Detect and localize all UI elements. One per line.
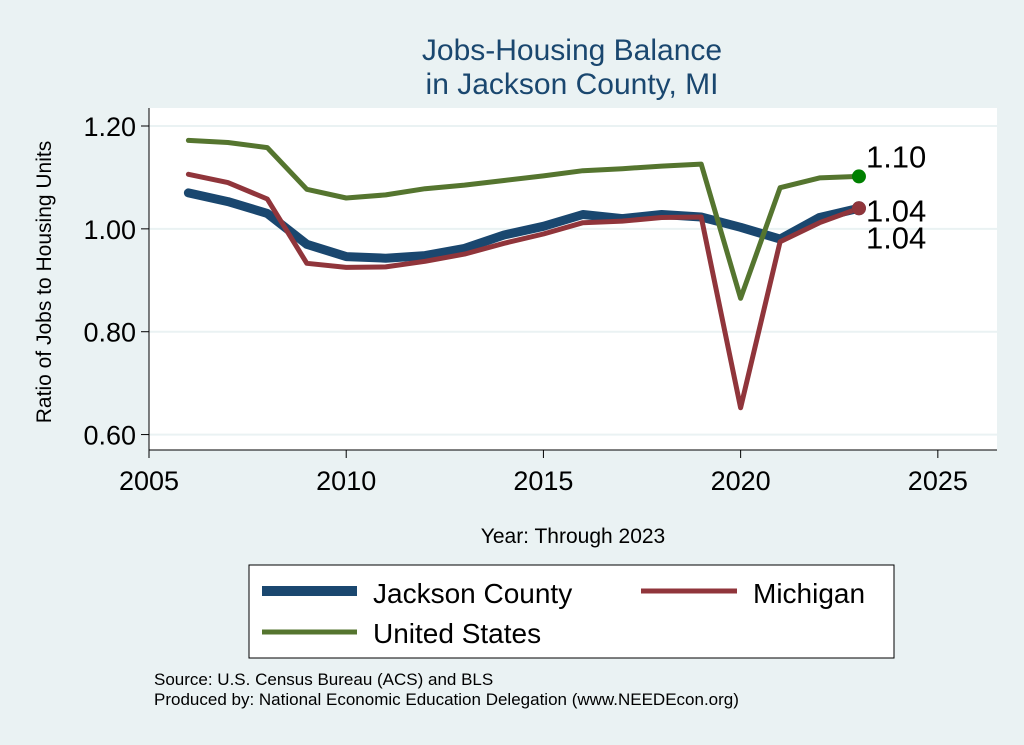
y-tick-label: 1.00	[83, 215, 136, 245]
producer-note: Produced by: National Economic Education…	[154, 690, 739, 709]
chart-title-line-2: in Jackson County, MI	[426, 68, 719, 101]
x-tick-label: 2025	[908, 466, 968, 496]
x-axis-label: Year: Through 2023	[481, 525, 666, 548]
end-labels: 1.041.04 1.10	[866, 139, 926, 255]
x-tick-label: 2005	[119, 466, 179, 496]
end-marker-united-states	[851, 169, 866, 184]
legend-label-united-states: United States	[373, 618, 541, 649]
x-tick-label: 2020	[711, 466, 771, 496]
plot-area: 1.041.04 1.10	[149, 108, 997, 450]
footer: Source: U.S. Census Bureau (ACS) and BLS…	[154, 670, 739, 710]
y-tick-label: 0.60	[83, 421, 136, 451]
source-note: Source: U.S. Census Bureau (ACS) and BLS	[154, 670, 494, 689]
end-label-jackson-county: 1.04	[866, 193, 926, 228]
series-lines	[183, 137, 864, 411]
series-line-jackson-county	[183, 188, 864, 263]
x-tick-label: 2015	[513, 466, 573, 496]
y-axis-label: Ratio of Jobs to Housing Units	[33, 141, 56, 423]
x-tick-label: 2010	[316, 466, 376, 496]
chart-title-line-1: Jobs-Housing Balance	[422, 34, 722, 67]
y-ticks: 0.60 0.80 1.00 1.20	[83, 112, 149, 451]
x-ticks: 2005 2010 2015 2020 2025	[119, 450, 968, 496]
y-tick-label: 1.20	[83, 112, 136, 142]
end-label-united-states: 1.10	[866, 139, 926, 174]
legend-label-jackson-county: Jackson County	[373, 578, 572, 609]
legend: Jackson County Michigan United States	[248, 564, 895, 659]
end-label-michigan: 1.04	[866, 220, 926, 255]
y-tick-label: 0.80	[83, 318, 136, 348]
legend-label-michigan: Michigan	[753, 578, 865, 609]
axes: 2005 2010 2015 2020 2025 0.60 0.80 1.00 1.20	[83, 108, 997, 496]
series-line-michigan	[185, 171, 862, 411]
series-line-united-states	[185, 137, 862, 301]
end-marker-michigan	[851, 201, 866, 216]
end-markers	[851, 169, 866, 216]
plot-background	[149, 108, 997, 450]
legend-box	[248, 564, 895, 659]
